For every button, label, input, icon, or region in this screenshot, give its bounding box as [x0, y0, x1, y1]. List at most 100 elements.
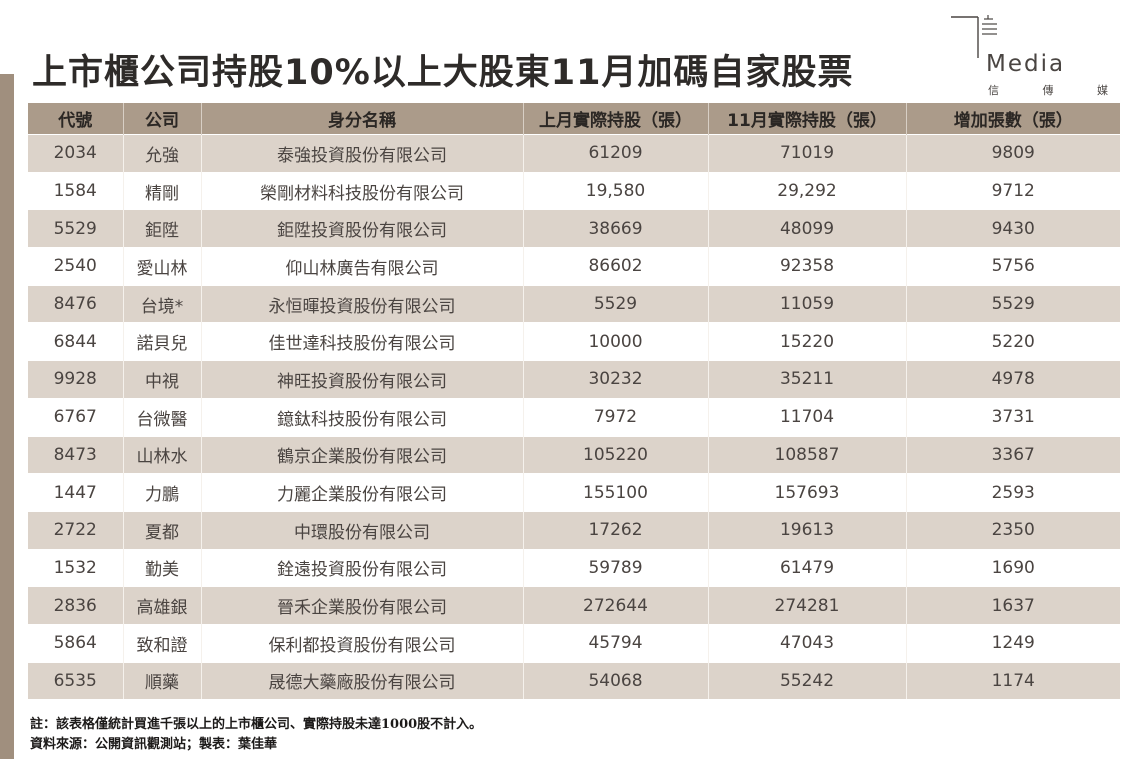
cell-prev-holding: 61209	[523, 134, 709, 173]
cell-increase: 9809	[906, 134, 1120, 173]
cell-code: 2540	[28, 247, 124, 286]
cell-company: 勤美	[123, 548, 202, 587]
footnote-line: 註：該表格僅統計買進千張以上的上市櫃公司、實際持股未達1000股不計入。	[30, 717, 483, 732]
logo-mark-icon	[951, 15, 997, 58]
cell-holder-name: 佳世達科技股份有限公司	[201, 322, 524, 361]
table-row: 8473 山林水 鶴京企業股份有限公司 105220 108587 3367	[28, 435, 1120, 474]
table-row: 2540 愛山林 仰山林廣告有限公司 86602 92358 5756	[28, 247, 1120, 286]
cell-prev-holding: 105220	[523, 435, 709, 474]
cell-company: 台微醫	[123, 397, 202, 436]
cell-code: 5864	[28, 623, 124, 663]
cell-company: 致和證	[123, 623, 202, 663]
cell-nov-holding: 11059	[708, 284, 907, 323]
cell-company: 中視	[123, 360, 202, 399]
cell-prev-holding: 17262	[523, 510, 709, 550]
cell-holder-name: 晟德大藥廠股份有限公司	[201, 661, 524, 700]
cell-increase: 5756	[906, 247, 1120, 286]
cell-code: 6767	[28, 397, 124, 436]
media-logo: Media 信 傳 媒	[950, 12, 1120, 100]
cell-holder-name: 榮剛材料科技股份有限公司	[201, 171, 524, 210]
cell-nov-holding: 108587	[708, 435, 907, 474]
cell-increase: 2350	[906, 510, 1120, 550]
cell-code: 2034	[28, 134, 124, 173]
cell-code: 6535	[28, 661, 124, 700]
cell-increase: 4978	[906, 360, 1120, 399]
table-body: 2034 允強 泰強投資股份有限公司 61209 71019 9809 1584 精剛 榮剛材料…	[28, 134, 1120, 700]
cell-increase: 5220	[906, 322, 1120, 361]
cell-code: 8473	[28, 435, 124, 474]
cell-prev-holding: 30232	[523, 360, 709, 399]
cell-nov-holding: 11704	[708, 397, 907, 436]
source-line: 資料來源：公開資訊觀測站；製表：葉佳華	[30, 737, 278, 752]
cell-nov-holding: 71019	[708, 134, 907, 173]
cell-holder-name: 力麗企業股份有限公司	[201, 473, 524, 512]
cell-company: 鉅陞	[123, 209, 202, 248]
shareholding-table: 代號 公司 身分名稱 上月實際持股（張） 11月實際持股（張） 增加張數（張） …	[28, 103, 1120, 700]
header-code: 代號	[28, 103, 124, 135]
header-increase: 增加張數（張）	[906, 103, 1120, 135]
cell-holder-name: 神旺投資股份有限公司	[201, 360, 524, 399]
left-accent-bar	[0, 74, 14, 759]
cell-nov-holding: 157693	[708, 473, 907, 512]
cell-company: 高雄銀	[123, 586, 202, 625]
header-nov-holding: 11月實際持股（張）	[708, 103, 907, 135]
cell-nov-holding: 47043	[708, 623, 907, 663]
cell-code: 1584	[28, 171, 124, 210]
table-row: 6535 順藥 晟德大藥廠股份有限公司 54068 55242 1174	[28, 661, 1120, 700]
cell-company: 山林水	[123, 435, 202, 474]
table-row: 9928 中視 神旺投資股份有限公司 30232 35211 4978	[28, 360, 1120, 399]
cell-increase: 1249	[906, 623, 1120, 663]
table-row: 6767 台微醫 鐿鈦科技股份有限公司 7972 11704 3731	[28, 397, 1120, 436]
cell-code: 9928	[28, 360, 124, 399]
cell-increase: 1637	[906, 586, 1120, 625]
table-row: 1584 精剛 榮剛材料科技股份有限公司 19,580 29,292 9712	[28, 171, 1120, 210]
logo-subtitle: 信 傳 媒	[988, 82, 1108, 98]
table-header-row: 代號 公司 身分名稱 上月實際持股（張） 11月實際持股（張） 增加張數（張）	[28, 103, 1120, 135]
cell-increase: 3731	[906, 397, 1120, 436]
page-title: 上市櫃公司持股10%以上大股東11月加碼自家股票	[32, 53, 854, 93]
header-company: 公司	[123, 103, 202, 135]
logo-sub-char: 媒	[1097, 84, 1108, 97]
cell-nov-holding: 35211	[708, 360, 907, 399]
cell-increase: 1174	[906, 661, 1120, 700]
cell-company: 力鵬	[123, 473, 202, 512]
cell-code: 8476	[28, 284, 124, 323]
table-row: 2034 允強 泰強投資股份有限公司 61209 71019 9809	[28, 134, 1120, 173]
cell-company: 愛山林	[123, 247, 202, 286]
table-row: 2836 高雄銀 晉禾企業股份有限公司 272644 274281 1637	[28, 586, 1120, 625]
table-row: 1447 力鵬 力麗企業股份有限公司 155100 157693 2593	[28, 473, 1120, 512]
cell-prev-holding: 155100	[523, 473, 709, 512]
cell-increase: 2593	[906, 473, 1120, 512]
cell-prev-holding: 54068	[523, 661, 709, 700]
cell-increase: 9712	[906, 171, 1120, 210]
cell-holder-name: 泰強投資股份有限公司	[201, 134, 524, 173]
cell-prev-holding: 86602	[523, 247, 709, 286]
cell-prev-holding: 19,580	[523, 171, 709, 210]
table-row: 1532 勤美 銓遠投資股份有限公司 59789 61479 1690	[28, 548, 1120, 587]
cell-increase: 5529	[906, 284, 1120, 323]
logo-wordmark: Media	[986, 51, 1066, 77]
cell-holder-name: 鉅陞投資股份有限公司	[201, 209, 524, 248]
cell-nov-holding: 61479	[708, 548, 907, 587]
cell-code: 6844	[28, 322, 124, 361]
logo-sub-char: 信	[988, 84, 999, 97]
cell-company: 諾貝兒	[123, 322, 202, 361]
cell-code: 1447	[28, 473, 124, 512]
cell-nov-holding: 29,292	[708, 171, 907, 210]
table-row: 8476 台境* 永恒暉投資股份有限公司 5529 11059 5529	[28, 284, 1120, 323]
cell-holder-name: 晉禾企業股份有限公司	[201, 586, 524, 625]
header-prev-holding: 上月實際持股（張）	[523, 103, 709, 135]
table-row: 6844 諾貝兒 佳世達科技股份有限公司 10000 15220 5220	[28, 322, 1120, 361]
cell-nov-holding: 15220	[708, 322, 907, 361]
cell-nov-holding: 55242	[708, 661, 907, 700]
cell-nov-holding: 92358	[708, 247, 907, 286]
cell-holder-name: 仰山林廣告有限公司	[201, 247, 524, 286]
cell-holder-name: 中環股份有限公司	[201, 510, 524, 550]
cell-holder-name: 保利都投資股份有限公司	[201, 623, 524, 663]
cell-increase: 9430	[906, 209, 1120, 248]
cell-prev-holding: 38669	[523, 209, 709, 248]
cell-company: 允強	[123, 134, 202, 173]
cell-prev-holding: 272644	[523, 586, 709, 625]
table-row: 5864 致和證 保利都投資股份有限公司 45794 47043 1249	[28, 623, 1120, 663]
cell-code: 2722	[28, 510, 124, 550]
